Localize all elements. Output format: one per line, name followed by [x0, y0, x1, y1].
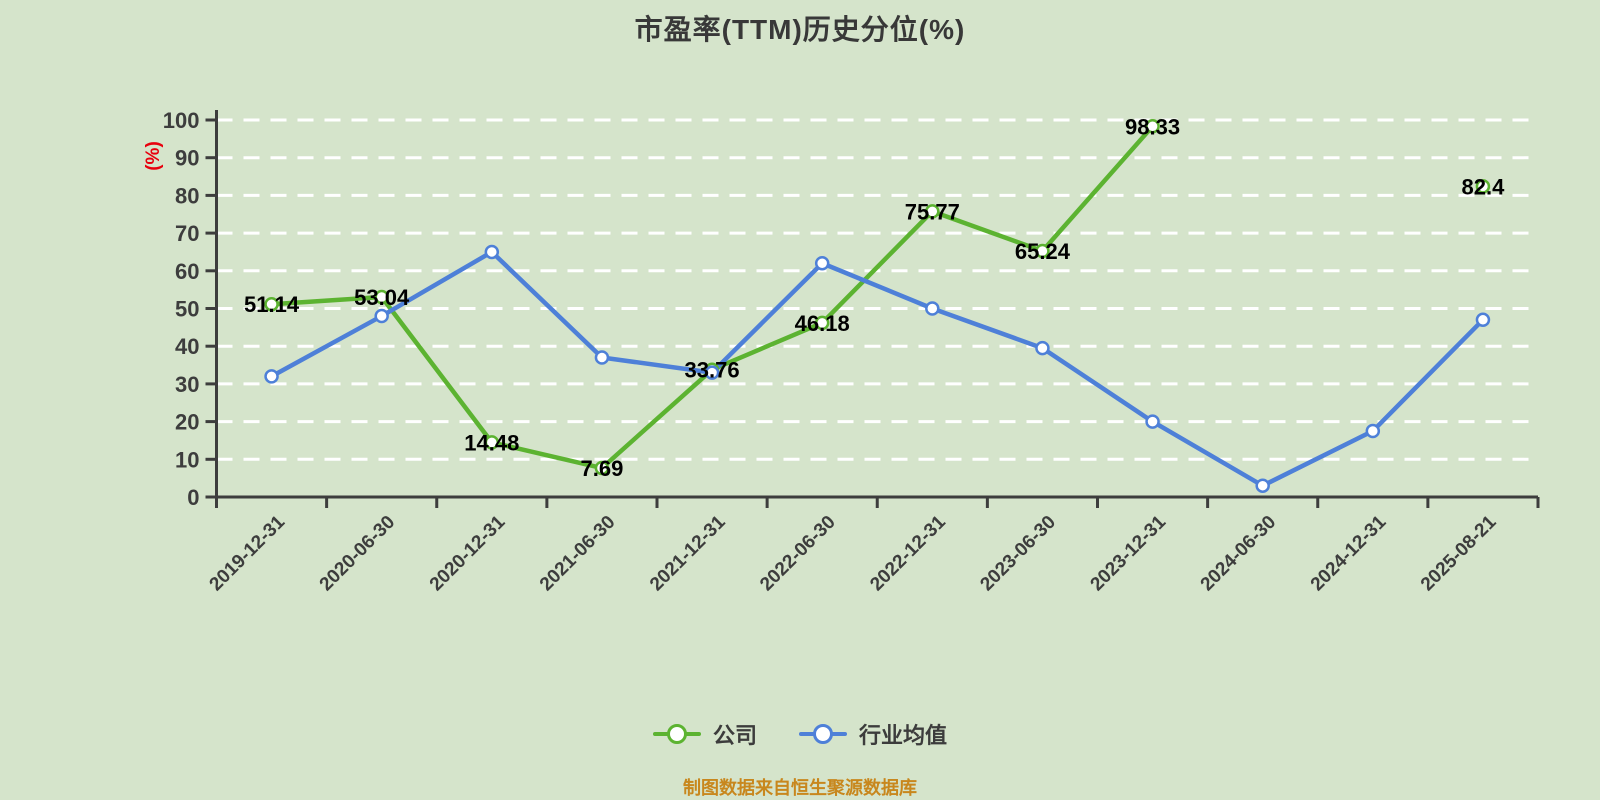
- x-tick-label: 2021-12-31: [646, 511, 730, 595]
- data-point: [374, 289, 389, 305]
- company-line-dot-icon: [652, 723, 701, 745]
- data-point: [374, 308, 389, 324]
- value-label: 75.77: [905, 199, 960, 224]
- x-tick-label: 2024-06-30: [1197, 512, 1281, 596]
- y-tick-label: 20: [175, 410, 199, 435]
- value-label: 14.48: [464, 430, 519, 455]
- x-tick-label: 2024-12-31: [1307, 511, 1391, 595]
- x-tick-label: 2023-06-30: [976, 512, 1060, 596]
- data-point: [1255, 478, 1270, 493]
- legend-label-company: 公司: [712, 723, 757, 748]
- data-point: [925, 204, 940, 219]
- data-point: [264, 296, 279, 312]
- data-point: [264, 369, 279, 384]
- company-series-line: [272, 126, 1483, 468]
- value-label: 82.4: [1462, 174, 1506, 199]
- data-point: [1035, 243, 1050, 259]
- data-point: [594, 460, 610, 476]
- legend-item-industry-average: 行业均值: [799, 718, 947, 750]
- gridlines: [216, 118, 1538, 461]
- x-tick-label: 2022-12-31: [866, 511, 950, 595]
- data-point: [814, 256, 830, 271]
- legend-item-company: 公司: [652, 718, 757, 750]
- y-tick-label: 60: [175, 259, 199, 284]
- industry-line-dot-icon: [799, 723, 847, 745]
- y-tick-label: 40: [175, 334, 199, 359]
- value-label: 33.76: [685, 358, 740, 383]
- x-tick-label: 2019-12-31: [206, 511, 290, 595]
- y-tick-label: 70: [175, 221, 199, 246]
- chart-title: 市盈率(TTM)历史分位(%): [634, 14, 966, 45]
- x-tick-label: 2023-12-31: [1087, 511, 1171, 595]
- x-tick-label: 2025-08-21: [1417, 511, 1501, 595]
- value-label: 65.24: [1015, 239, 1071, 264]
- value-label: 46.18: [795, 311, 850, 336]
- industry-series-points: [264, 244, 1491, 493]
- data-point: [1145, 119, 1160, 134]
- data-point: [484, 435, 500, 450]
- data-point: [1475, 312, 1491, 328]
- y-tick-label: 0: [187, 485, 199, 510]
- value-label: 53.04: [354, 285, 410, 310]
- value-label: 51.14: [244, 292, 300, 317]
- data-point: [925, 301, 940, 316]
- x-tick-label: 2022-06-30: [756, 512, 840, 596]
- y-tick-label: 80: [175, 183, 199, 208]
- data-point: [594, 350, 610, 365]
- y-tick-label: 100: [163, 108, 200, 133]
- y-tick-label: 10: [175, 447, 199, 472]
- legend-label-industry-average: 行业均值: [859, 723, 948, 748]
- x-tick-label: 2020-06-30: [316, 512, 400, 596]
- data-point: [484, 244, 500, 260]
- y-tick-label: 90: [175, 146, 199, 171]
- y-tick-label: 50: [175, 297, 199, 322]
- y-tick-label: 30: [175, 372, 199, 397]
- data-source-note: 制图数据来自恒生聚源数据库: [683, 778, 917, 798]
- data-point: [1145, 414, 1160, 429]
- value-label: 7.69: [581, 456, 624, 481]
- x-tick-label: 2020-12-31: [426, 511, 510, 595]
- industry-series-line: [269, 249, 1486, 488]
- x-tick-label: 2021-06-30: [536, 512, 620, 596]
- data-point: [814, 315, 830, 331]
- data-point: [704, 365, 720, 380]
- legend: 公司 行业均值: [0, 712, 1600, 756]
- data-point: [1035, 340, 1050, 356]
- data-point: [1365, 423, 1381, 439]
- value-label: 98.33: [1125, 114, 1180, 139]
- axes: 0 10 20 30 40 50 60 70 80 90 100 2019-12-31 2020-06-…: [163, 108, 1540, 596]
- data-point: [1475, 179, 1491, 194]
